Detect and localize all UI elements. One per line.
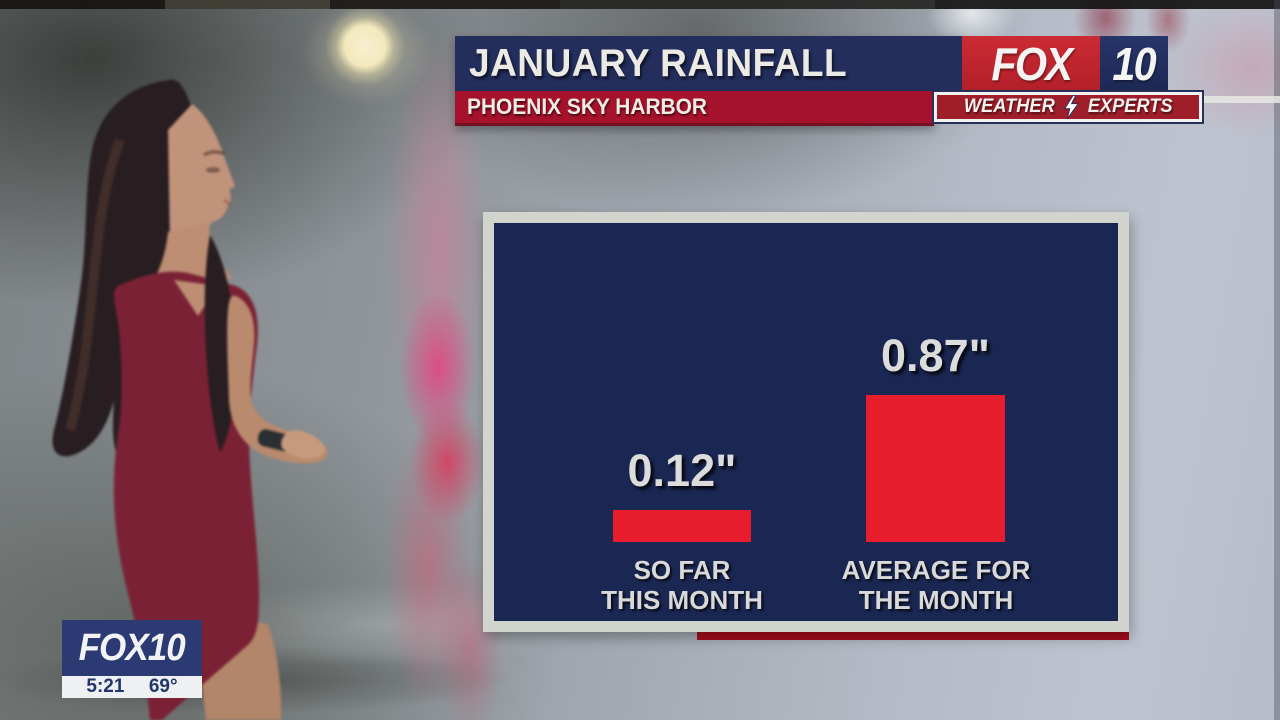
category-label-so-far: SO FAR THIS MONTH	[601, 555, 763, 615]
location-label: PHOENIX SKY HARBOR	[467, 94, 708, 119]
title-bar: JANUARY RAINFALL	[455, 36, 962, 91]
top-edge-strip	[0, 0, 1280, 9]
bar-group-so-far: 0.12"	[613, 445, 751, 542]
bar-value-average: 0.87"	[881, 330, 990, 381]
rainfall-chart: 0.12" 0.87" SO FAR THIS MONTH AVERAGE FO…	[483, 212, 1129, 632]
fox-logo-red-block: FOX	[962, 36, 1100, 92]
station-bug-logo: FOX10	[62, 620, 202, 676]
chart-red-underline	[697, 631, 1129, 640]
bar-so-far-this-month	[613, 510, 751, 542]
page-title: JANUARY RAINFALL	[469, 41, 848, 85]
station-bug-text: FOX10	[78, 626, 186, 669]
subtitle-bar: PHOENIX SKY HARBOR	[455, 91, 934, 126]
category-label-average: AVERAGE FOR THE MONTH	[841, 555, 1031, 615]
clock-time: 5:21	[86, 676, 125, 697]
weather-experts-badge: WEATHER EXPERTS	[934, 92, 1202, 122]
bar-group-average: 0.87"	[866, 330, 1005, 542]
presenter-hand	[281, 430, 325, 459]
fox-logo-text: FOX	[991, 38, 1072, 90]
header-divider-line	[1202, 96, 1280, 103]
temperature-readout: 69°	[148, 676, 178, 697]
bar-value-so-far: 0.12"	[627, 445, 737, 496]
badge-experts-label: EXPERTS	[1087, 96, 1173, 117]
station-bug-info: 5:21 69°	[62, 676, 202, 698]
badge-weather-label: WEATHER	[963, 96, 1055, 117]
weather-presenter	[52, 79, 328, 720]
presenter-arm	[227, 295, 328, 464]
presenter-hair-strand	[204, 235, 236, 452]
right-edge-shadow	[1274, 0, 1280, 720]
bar-average-for-month	[866, 395, 1005, 542]
chart-panel: 0.12" 0.87" SO FAR THIS MONTH AVERAGE FO…	[494, 223, 1118, 621]
lightning-bolt-icon	[1063, 95, 1079, 119]
fox-logo-number-block: 10	[1100, 36, 1168, 92]
presenter-face	[168, 104, 235, 248]
fox-logo-number: 10	[1112, 38, 1157, 90]
